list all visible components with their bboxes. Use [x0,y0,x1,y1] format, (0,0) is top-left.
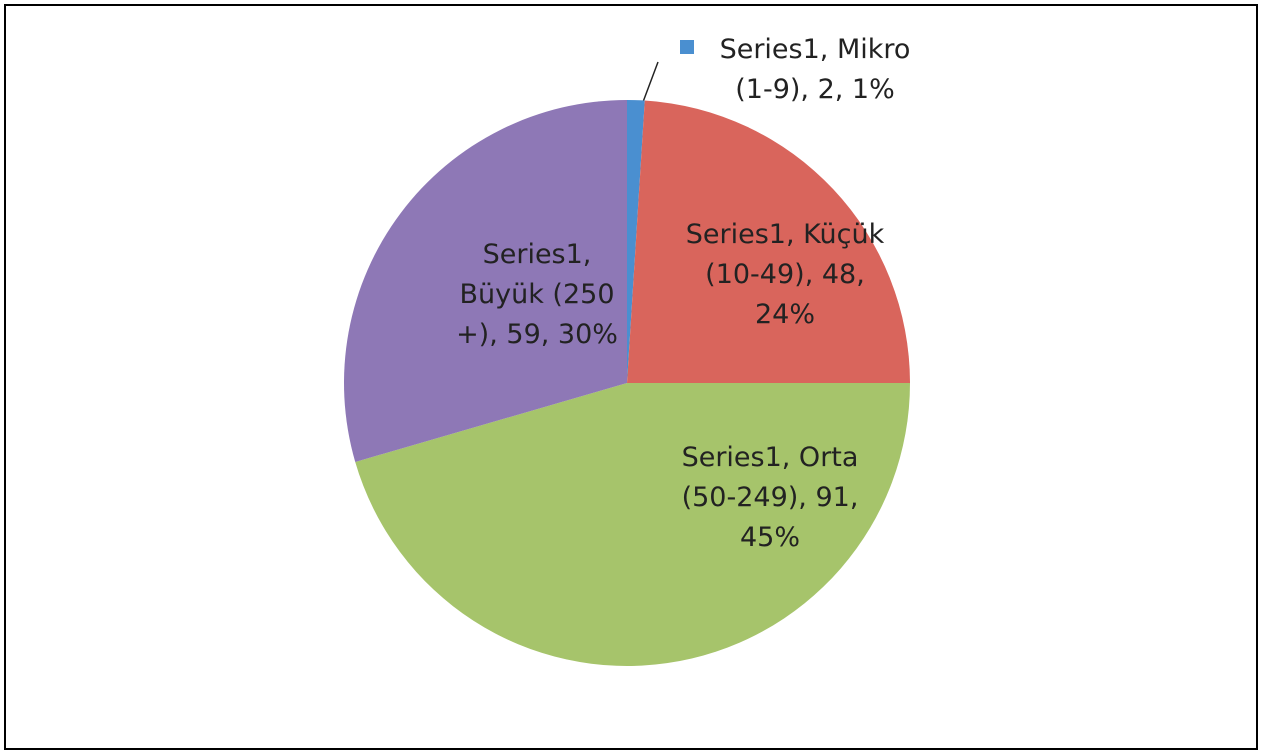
label-key [680,40,694,54]
pie-slice [627,100,910,383]
data-label: Series1, Büyük (250 +), 59, 30% [456,239,618,350]
pie-slice [355,383,910,667]
pie-slice [627,100,645,383]
frame [4,4,1258,750]
leader-line [642,61,659,103]
data-label: Series1, Orta (50-249), 91, 45% [681,442,859,553]
data-label: Series1, Küçük (10-49), 48, 24% [685,219,885,330]
data-label: Series1, Mikro (1-9), 2, 1% [719,34,911,105]
pie-slice [344,100,627,462]
